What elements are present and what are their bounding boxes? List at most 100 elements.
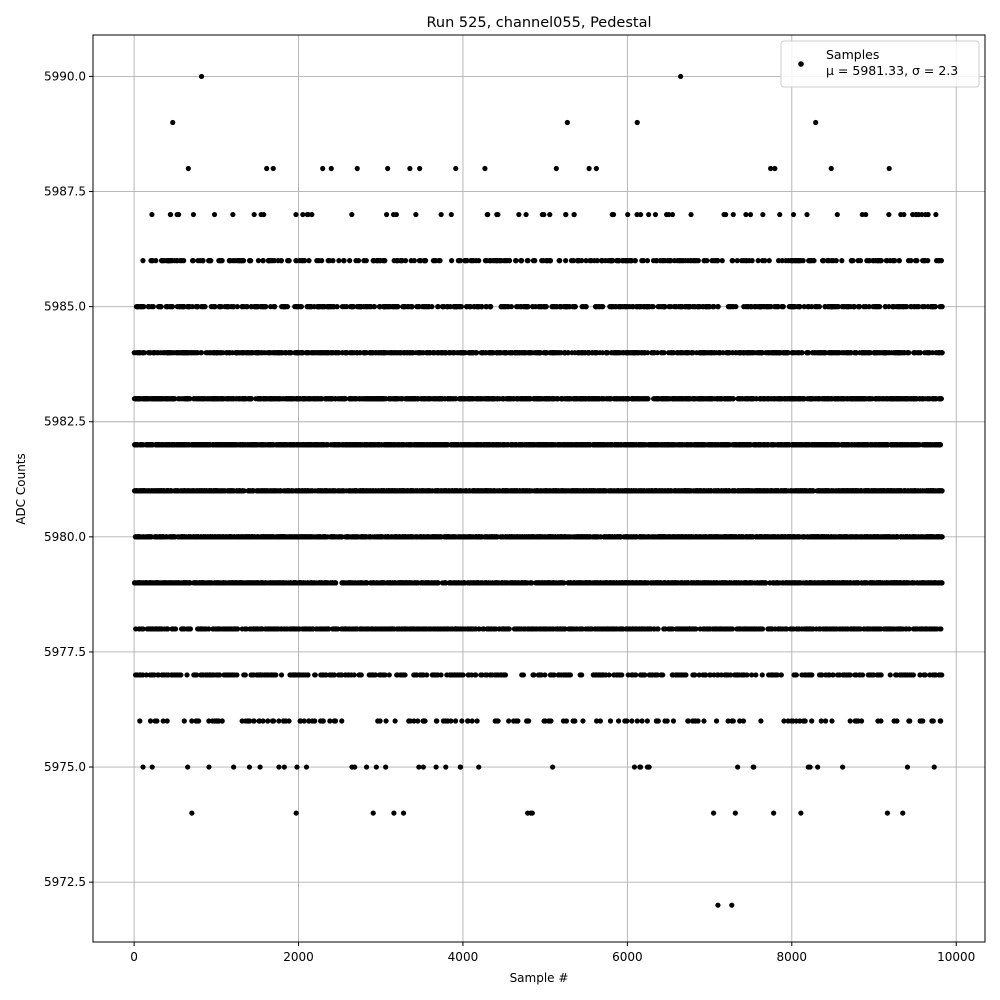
data-point [788,718,795,724]
data-point [712,580,718,586]
data-point [893,580,899,586]
data-point [213,672,219,678]
data-point [318,580,324,586]
data-point [330,580,336,586]
data-point [149,764,155,770]
data-point [231,764,237,770]
data-point [449,626,456,632]
data-point [411,672,417,678]
data-point [803,626,809,632]
data-point [270,718,276,724]
data-point [350,534,356,540]
data-point [314,534,320,540]
data-point [715,902,721,908]
data-point [612,534,618,540]
data-point [700,580,706,586]
data-point [894,718,900,724]
data-point [443,626,449,632]
data-point [560,718,567,724]
data-point [356,534,362,540]
data-point [586,580,592,586]
data-point [203,626,209,632]
data-point [375,718,381,724]
data-point [363,764,370,770]
data-point [749,580,755,586]
data-point [775,580,781,586]
data-point [816,626,822,632]
data-point [695,718,701,724]
data-point [732,810,738,816]
data-point [748,626,755,632]
data-point [320,718,326,724]
data-point [586,534,592,540]
data-point [639,718,645,724]
data-point [788,626,795,632]
data-point [255,534,261,540]
data-point [516,626,522,632]
data-point [907,534,913,540]
data-point [406,718,412,724]
data-point [900,810,906,816]
data-point [174,672,180,678]
data-point [878,672,884,678]
data-point [749,672,755,678]
data-point [831,580,838,586]
data-point [363,534,369,540]
data-point [198,672,204,678]
data-point [157,626,163,632]
data-point [373,626,379,632]
data-point [662,718,668,724]
data-point [526,718,532,724]
data-point [281,626,287,632]
data-point [180,626,186,632]
data-point [443,764,449,770]
data-point [898,534,904,540]
data-point [468,672,475,678]
data-point [725,718,731,724]
data-point [554,626,561,632]
data-point [246,764,253,770]
data-point [915,580,921,586]
data-point [261,534,268,540]
data-point [691,718,697,724]
data-point [432,580,438,586]
data-point [400,810,407,816]
data-point [682,580,688,586]
data-point [573,626,579,632]
data-point [391,810,397,816]
data-point [433,718,440,724]
data-point [646,764,652,770]
data-point [700,672,706,678]
data-point [735,580,741,586]
data-point [483,580,489,586]
data-point [220,534,226,540]
data-point [243,626,249,632]
data-point [606,534,613,540]
data-point [159,534,165,540]
data-point [565,534,571,540]
data-point [858,534,864,540]
data-point [847,718,853,724]
data-point [939,672,945,678]
data-point [258,626,264,632]
data-point [658,672,664,678]
data-point [592,672,599,678]
data-point [187,626,194,632]
data-point [775,626,781,632]
data-point [707,580,714,586]
data-point [281,718,287,724]
data-point [145,534,151,540]
data-point [498,672,504,678]
data-point [215,626,221,632]
data-point [821,534,827,540]
data-point [885,534,892,540]
data-point [734,672,740,678]
data-point [492,672,498,678]
data-point [342,626,348,632]
data-point [140,764,146,770]
data-point [702,534,708,540]
data-point [798,810,804,816]
data-point [749,534,755,540]
data-point [137,580,143,586]
